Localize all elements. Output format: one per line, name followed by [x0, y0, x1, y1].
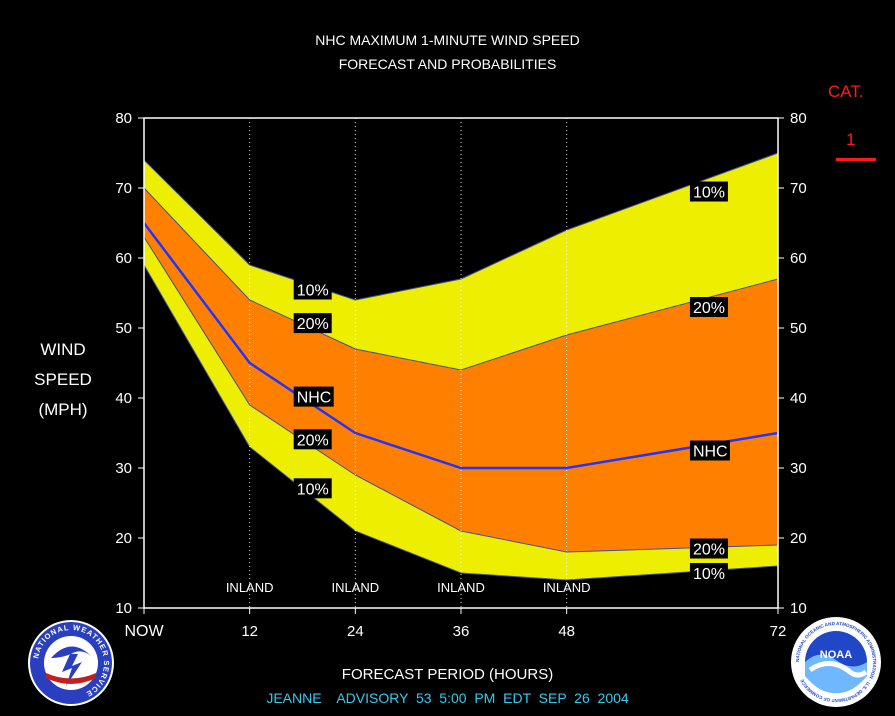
annotation-box-7	[689, 440, 730, 461]
noaa-logo: NOAA NATIONAL OCEANIC AND ATMOSPHERIC AD…	[791, 617, 881, 707]
y-tick-label-right-5: 60	[790, 250, 807, 267]
noaa-text: NOAA	[820, 649, 852, 661]
annotation-label-7: NHC	[693, 444, 728, 461]
nhc-forecast-line	[143, 222, 779, 470]
y-axis-label-units: (MPH)	[38, 400, 88, 419]
x-tick-label-1: 12	[241, 623, 258, 640]
annotation-label-6: 20%	[693, 300, 725, 317]
annotation-label-1: 20%	[297, 316, 329, 333]
y-tick-label-right-7: 80	[790, 110, 807, 127]
annotation-label-4: 10%	[297, 481, 329, 498]
y-tick-label-left-5: 60	[115, 250, 132, 267]
x-tick-label-5: 72	[770, 623, 787, 640]
y-tick-label-left-1: 20	[115, 530, 132, 547]
category-label: CAT.	[828, 82, 864, 101]
advisory-line: JEANNE ADVISORY 53 5:00 PM EDT SEP 26 20…	[266, 690, 629, 706]
annotation-label-8: 20%	[693, 542, 725, 559]
x-tick-label-0: NOW	[124, 623, 164, 640]
y-tick-label-left-6: 70	[115, 180, 132, 197]
annotation-label-5: 10%	[693, 185, 725, 202]
x-axis-label: FORECAST PERIOD (HOURS)	[341, 666, 554, 683]
category-value: 1	[846, 130, 856, 149]
y-tick-label-left-2: 30	[115, 460, 132, 477]
y-axis-label-speed: SPEED	[34, 370, 92, 389]
category-underline	[836, 158, 876, 161]
chart-title-line2: FORECAST AND PROBABILITIES	[338, 56, 557, 72]
x-tick-label-2: 24	[347, 623, 364, 640]
y-tick-label-left-4: 50	[115, 320, 132, 337]
annotation-box-8	[689, 538, 728, 559]
x-tick-label-3: 36	[453, 623, 470, 640]
series-edge-3	[143, 236, 779, 553]
inland-label-3: INLAND	[543, 580, 591, 595]
annotation-box-1	[293, 313, 332, 334]
national-weather-service-logo: NATIONAL WEATHER SERVICE	[28, 620, 114, 706]
y-axis-label-wind: WIND	[40, 340, 86, 359]
chart-title-line1: NHC MAXIMUM 1-MINUTE WIND SPEED	[315, 32, 580, 48]
y-tick-label-left-0: 10	[115, 600, 132, 617]
x-tick-label-4: 48	[558, 623, 575, 640]
annotation-label-0: 10%	[297, 283, 329, 300]
y-tick-label-right-2: 30	[790, 460, 807, 477]
annotation-box-5	[689, 181, 728, 202]
series-edge-4	[143, 264, 779, 581]
annotation-box-0	[293, 279, 332, 300]
y-tick-label-right-6: 70	[790, 180, 807, 197]
annotation-box-6	[689, 297, 728, 317]
series-edge-1	[143, 187, 779, 371]
y-tick-label-left-3: 40	[115, 390, 132, 407]
annotation-box-4	[293, 478, 332, 499]
annotation-box-2	[293, 386, 334, 407]
annotation-label-9: 10%	[693, 566, 725, 583]
y-tick-label-right-0: 10	[790, 600, 807, 617]
inland-label-2: INLAND	[437, 580, 485, 595]
y-tick-label-left-7: 80	[115, 110, 132, 127]
y-tick-label-right-4: 50	[790, 320, 807, 337]
y-tick-label-right-3: 40	[790, 390, 807, 407]
annotation-box-3	[293, 429, 332, 450]
annotation-box-9	[689, 563, 728, 583]
y-tick-label-right-1: 20	[790, 530, 807, 547]
inland-label-0: INLAND	[226, 580, 274, 595]
annotation-label-3: 20%	[297, 432, 329, 449]
annotation-label-2: NHC	[297, 390, 332, 407]
inland-label-1: INLAND	[331, 580, 379, 595]
series-edge-0	[143, 152, 779, 301]
